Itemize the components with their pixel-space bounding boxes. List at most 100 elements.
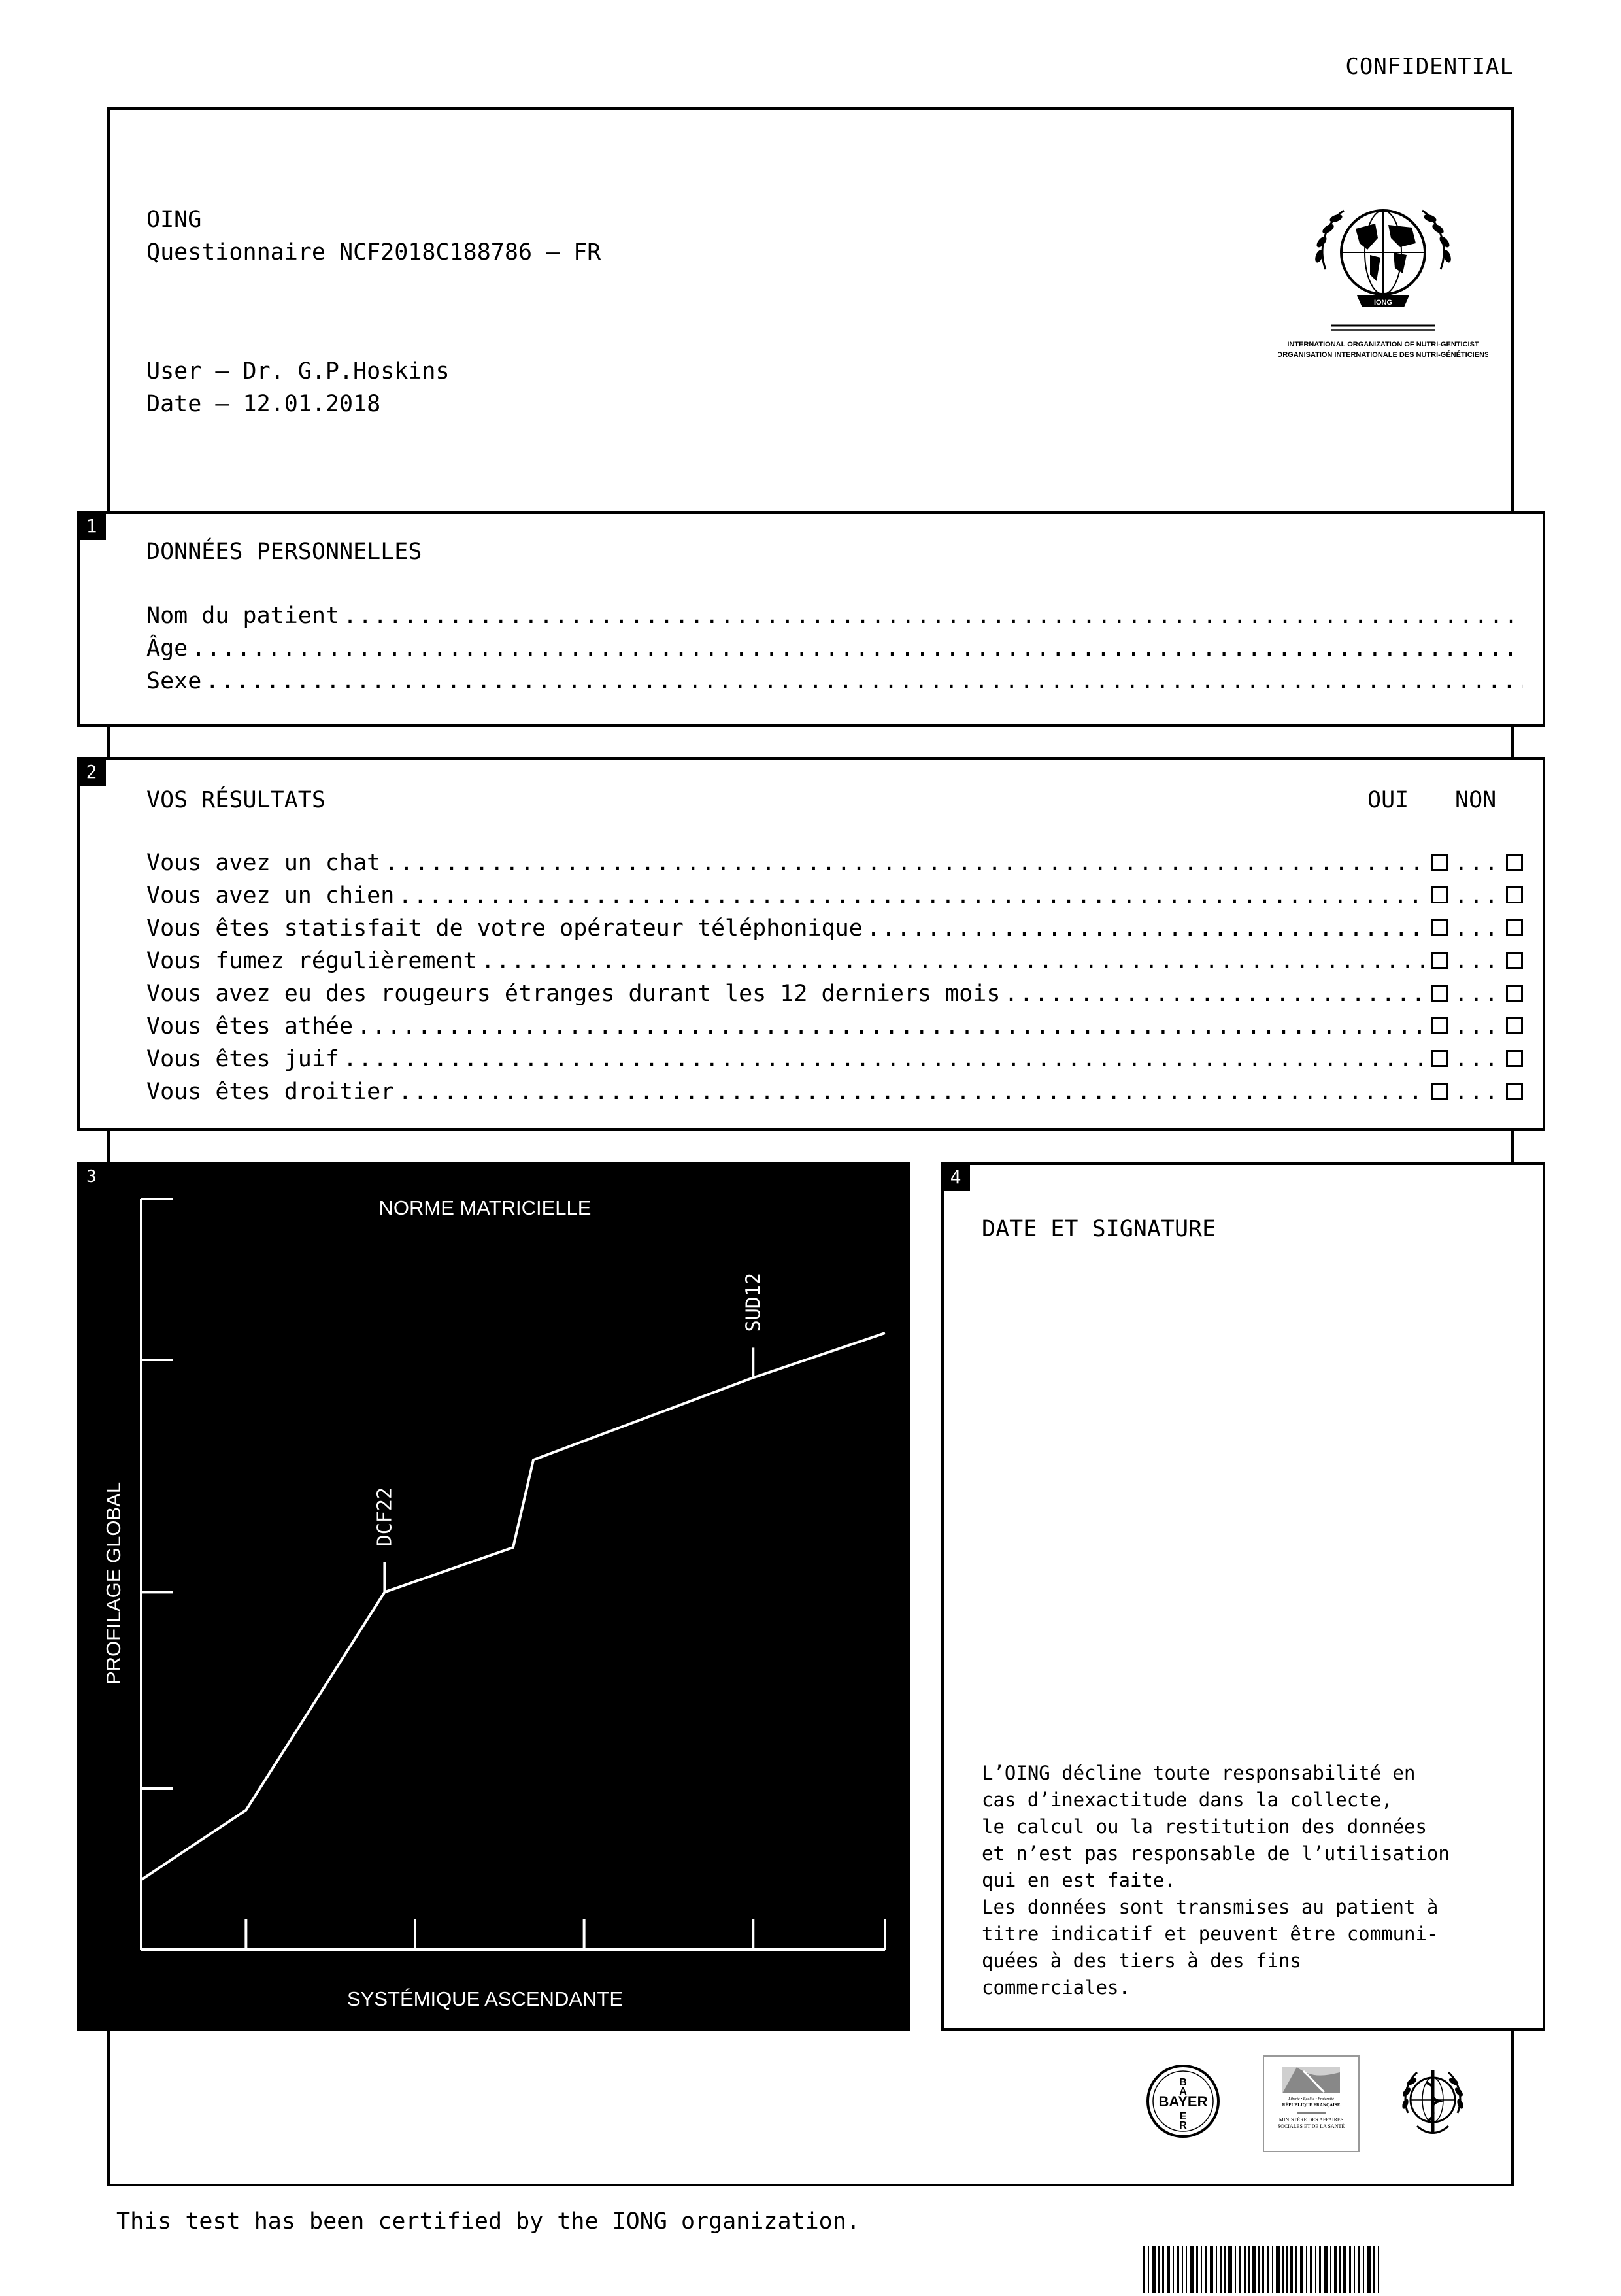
barcode-bar bbox=[1258, 2246, 1260, 2293]
no-checkbox[interactable] bbox=[1506, 952, 1523, 969]
section-results: 2 VOS RÉSULTATS OUI NON Vous avez un cha… bbox=[77, 757, 1545, 1131]
barcode-bar bbox=[1162, 2246, 1164, 2293]
no-checkbox[interactable] bbox=[1506, 1017, 1523, 1034]
yes-checkbox[interactable] bbox=[1430, 919, 1448, 936]
no-checkbox[interactable] bbox=[1506, 854, 1523, 871]
yes-checkbox[interactable] bbox=[1430, 1083, 1448, 1100]
field-patient-name[interactable]: Nom du patient bbox=[146, 603, 1527, 629]
org-name: OING bbox=[146, 207, 202, 233]
barcode-bar bbox=[1244, 2246, 1246, 2293]
barcode-bar bbox=[1330, 2246, 1331, 2293]
row-separator: ... bbox=[1454, 948, 1499, 974]
yes-checkbox[interactable] bbox=[1430, 886, 1448, 903]
question-row: Vous êtes juif... bbox=[146, 1046, 1523, 1072]
barcode-bar bbox=[1354, 2246, 1355, 2293]
barcode-bar bbox=[1373, 2246, 1375, 2293]
no-column-header: NON bbox=[1455, 787, 1497, 813]
svg-text:R: R bbox=[1179, 2120, 1187, 2131]
section-number: 3 bbox=[77, 1162, 106, 1191]
no-checkbox[interactable] bbox=[1506, 919, 1523, 936]
yes-column-header: OUI bbox=[1367, 787, 1409, 813]
barcode-bar bbox=[1186, 2246, 1187, 2293]
profile-chart: DCF22 SUD12 NORME MATRICIELLE SYSTÉMIQUE AS… bbox=[102, 1196, 886, 2010]
svg-text:E: E bbox=[1180, 2111, 1187, 2122]
signature-area[interactable] bbox=[982, 1237, 1505, 1773]
barcode-bar bbox=[1363, 2246, 1364, 2293]
barcode-bar bbox=[1239, 2246, 1241, 2293]
barcode-bar bbox=[1262, 2246, 1264, 2293]
yes-checkbox[interactable] bbox=[1430, 952, 1448, 969]
barcode-bar bbox=[1252, 2246, 1256, 2293]
bayer-logo: BAYER B A E R bbox=[1145, 2063, 1221, 2139]
barcode-bar bbox=[1216, 2246, 1217, 2293]
barcode-bar bbox=[1196, 2246, 1198, 2293]
question-label: Vous avez eu des rougeurs étranges duran… bbox=[146, 981, 1001, 1007]
row-separator: ... bbox=[1454, 915, 1499, 941]
barcode-bar bbox=[1339, 2246, 1341, 2293]
barcode-bar bbox=[1228, 2246, 1232, 2293]
question-row: Vous avez eu des rougeurs étranges duran… bbox=[146, 981, 1523, 1007]
disclaimer-text: L’OING décline toute responsabilité en c… bbox=[982, 1762, 1450, 1999]
barcode-bar bbox=[1235, 2246, 1236, 2293]
yes-checkbox[interactable] bbox=[1430, 985, 1448, 1002]
barcode-bar bbox=[1349, 2246, 1351, 2293]
section-number: 2 bbox=[77, 757, 106, 786]
yes-checkbox[interactable] bbox=[1430, 854, 1448, 871]
barcode-bar bbox=[1300, 2246, 1303, 2293]
ministry-logo: Liberté • Égalité • Fraternité RÉPUBLIQU… bbox=[1263, 2055, 1360, 2152]
question-row: Vous êtes droitier... bbox=[146, 1079, 1523, 1105]
questionnaire-id: Questionnaire NCF2018C188786 – FR bbox=[146, 239, 601, 265]
barcode-bar bbox=[1315, 2246, 1316, 2293]
bayer-text: BAYER bbox=[1159, 2093, 1208, 2110]
barcode-bar bbox=[1173, 2246, 1174, 2293]
barcode-bar bbox=[1158, 2246, 1160, 2293]
section-title: DATE ET SIGNATURE bbox=[982, 1216, 1216, 1242]
no-checkbox[interactable] bbox=[1506, 886, 1523, 903]
question-label: Vous êtes statisfait de votre opérateur … bbox=[146, 915, 863, 941]
barcode bbox=[1143, 2246, 1469, 2293]
row-separator: ... bbox=[1454, 850, 1499, 876]
barcode-bar bbox=[1282, 2246, 1284, 2293]
ministry-republic: RÉPUBLIQUE FRANÇAISE bbox=[1282, 2102, 1341, 2108]
row-separator: ... bbox=[1454, 981, 1499, 1007]
barcode-bar bbox=[1210, 2246, 1213, 2293]
barcode-bar bbox=[1148, 2246, 1149, 2293]
field-age[interactable]: Âge bbox=[146, 635, 1527, 662]
no-checkbox[interactable] bbox=[1506, 1083, 1523, 1100]
field-sex[interactable]: Sexe bbox=[146, 668, 1527, 694]
no-checkbox[interactable] bbox=[1506, 1050, 1523, 1067]
ministry-motto: Liberté • Égalité • Fraternité bbox=[1288, 2096, 1334, 2101]
barcode-bar bbox=[1272, 2246, 1273, 2293]
question-label: Vous avez un chat bbox=[146, 850, 381, 876]
field-label: Âge bbox=[146, 635, 188, 662]
no-checkbox[interactable] bbox=[1506, 985, 1523, 1002]
date-line: Date – 12.01.2018 bbox=[146, 391, 381, 417]
annotation-label: DCF22 bbox=[373, 1487, 396, 1546]
section-number: 1 bbox=[77, 511, 106, 540]
yes-checkbox[interactable] bbox=[1430, 1017, 1448, 1034]
series-line bbox=[140, 1332, 886, 1882]
barcode-bar bbox=[1358, 2246, 1360, 2293]
barcode-bar bbox=[1286, 2246, 1288, 2293]
barcode-bar bbox=[1220, 2246, 1222, 2293]
field-label: Nom du patient bbox=[146, 603, 340, 629]
svg-text:A: A bbox=[1179, 2086, 1187, 2097]
logo-caption-en: INTERNATIONAL ORGANIZATION OF NUTRI-GENT… bbox=[1287, 341, 1479, 348]
question-label: Vous êtes droitier bbox=[146, 1079, 395, 1105]
user-line: User – Dr. G.P.Hoskins bbox=[146, 358, 450, 384]
yes-checkbox[interactable] bbox=[1430, 1050, 1448, 1067]
barcode-bar bbox=[1343, 2246, 1346, 2293]
barcode-bar bbox=[1205, 2246, 1207, 2293]
section-title: DONNÉES PERSONNELLES bbox=[146, 539, 422, 565]
barcode-bar bbox=[1306, 2246, 1307, 2293]
question-label: Vous fumez régulièrement bbox=[146, 948, 477, 974]
barcode-bar bbox=[1319, 2246, 1321, 2293]
question-row: Vous avez un chat... bbox=[146, 850, 1523, 876]
certification-note: This test has been certified by the IONG… bbox=[116, 2208, 860, 2235]
barcode-bar bbox=[1367, 2246, 1371, 2293]
section-personal-data: 1 DONNÉES PERSONNELLES Nom du patient Âg… bbox=[77, 511, 1545, 727]
row-separator: ... bbox=[1454, 883, 1499, 909]
barcode-bar bbox=[1276, 2246, 1280, 2293]
question-row: Vous êtes athée... bbox=[146, 1013, 1523, 1039]
barcode-bar bbox=[1177, 2246, 1179, 2293]
